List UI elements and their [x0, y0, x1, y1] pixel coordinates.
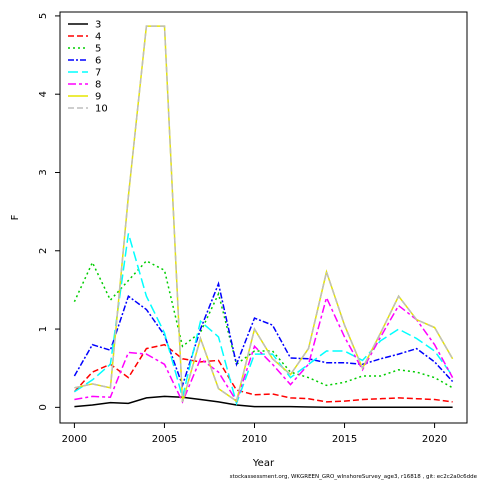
y-tick-label: 0 — [38, 404, 49, 410]
y-tick-label: 2 — [38, 248, 49, 254]
legend-label-4: 4 — [95, 32, 101, 43]
footnote: stockassessment.org, WKGREEN_GRO_wInshor… — [230, 474, 478, 480]
series-line-10 — [74, 25, 454, 403]
plot-frame — [59, 11, 468, 424]
series-line-4 — [73, 343, 453, 403]
y-axis-title: F — [10, 214, 21, 220]
x-axis-title: Year — [252, 458, 275, 469]
series-line-6 — [73, 281, 454, 388]
x-axis: 2000 2005 2010 2015 2020 — [62, 423, 447, 445]
legend-label-8: 8 — [95, 80, 101, 91]
y-tick-label: 5 — [38, 13, 49, 19]
y-tick-label: 1 — [38, 326, 49, 332]
legend-label-3: 3 — [95, 20, 101, 31]
legend-label-5: 5 — [95, 44, 101, 55]
x-tick-label: 2020 — [422, 434, 447, 445]
y-axis: 0 1 2 3 4 5 — [38, 13, 60, 411]
x-tick-label: 2000 — [62, 434, 87, 445]
series-line-5 — [73, 259, 453, 389]
legend-label-10: 10 — [95, 104, 108, 115]
series-line-3 — [74, 395, 453, 409]
x-tick-label: 2005 — [152, 434, 177, 445]
legend-label-6: 6 — [95, 56, 101, 67]
x-tick-label: 2015 — [332, 434, 357, 445]
y-tick-label: 4 — [38, 91, 49, 97]
series-line-7 — [73, 233, 454, 406]
legend-label-9: 9 — [95, 92, 101, 103]
series-lines — [73, 25, 454, 409]
x-tick-label: 2010 — [242, 434, 267, 445]
y-tick-label: 3 — [38, 169, 49, 175]
legend-label-7: 7 — [95, 68, 101, 79]
